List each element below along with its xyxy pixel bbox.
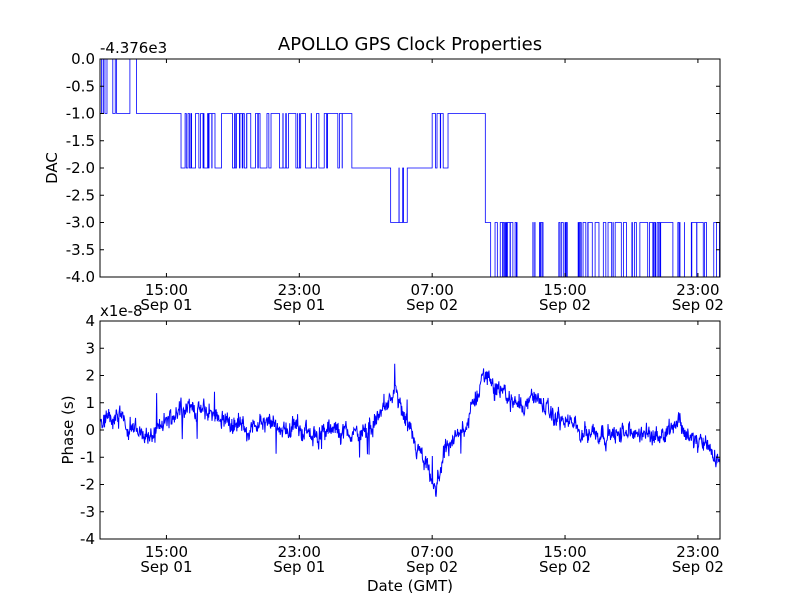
phase-xtick-time: 23:00 [278,543,321,561]
phase-ytick-label: 4 [85,312,95,330]
phase-ytick-label: 3 [85,339,95,357]
phase-ytick-label: -4 [80,530,95,548]
phase-ytick-label: 2 [85,367,95,385]
dac-xtick-date: Sep 02 [672,296,724,314]
phase-xtick-time: 07:00 [411,543,454,561]
phase-ytick-label: 0 [85,421,95,439]
dac-panel: -4.376e3 0.0 -0.5 -1.0 -1.5 -2.0 -2.5 -3.0 -3.5… [43,39,724,314]
phase-ytick-label: -1 [80,448,95,466]
dac-ytick-label: 0.0 [71,50,95,68]
dac-plot-area: 0.0 -0.5 -1.0 -1.5 -2.0 -2.5 -3.0 -3.5 -4.0 15:00… [66,50,724,314]
phase-xtick-time: 15:00 [543,543,586,561]
phase-xtick-date: Sep 02 [672,558,724,576]
dac-xtick-time: 23:00 [278,281,321,299]
dac-ytick-label: -0.5 [66,77,95,95]
phase-ytick-label: 1 [85,394,95,412]
phase-offset-label: x1e-8 [100,302,143,320]
x-axis-label: Date (GMT) [367,577,453,595]
dac-ytick-label: -3.0 [66,214,95,232]
dac-ytick-label: -1.5 [66,132,95,150]
dac-ytick-label: -4.0 [66,268,95,286]
dac-xtick-date: Sep 01 [273,296,325,314]
dac-ytick-label: -2.5 [66,186,95,204]
dac-ytick-label: -3.5 [66,241,95,259]
phase-xtick-time: 15:00 [145,543,188,561]
dac-xtick-time: 15:00 [543,281,586,299]
phase-ytick-label: -2 [80,476,95,494]
dac-xtick-date: Sep 02 [539,296,591,314]
phase-ytick-label: -3 [80,503,95,521]
dac-ytick-label: -1.0 [66,105,95,123]
dac-ytick-label: -2.0 [66,159,95,177]
dac-xtick-date: Sep 02 [406,296,458,314]
dac-series-line [100,58,720,278]
dac-xtick-time: 07:00 [411,281,454,299]
dac-xtick-time: 15:00 [145,281,188,299]
phase-xtick-date: Sep 01 [140,558,192,576]
phase-xtick-date: Sep 02 [539,558,591,576]
phase-series-line [99,363,721,497]
phase-xtick-date: Sep 01 [273,558,325,576]
phase-xtick-time: 23:00 [676,543,719,561]
dac-xtick-time: 23:00 [676,281,719,299]
phase-xtick-date: Sep 02 [406,558,458,576]
dac-xtick-date: Sep 01 [140,296,192,314]
dac-axis-label: DAC [43,152,61,184]
dac-offset-label: -4.376e3 [100,39,167,57]
figure-title: APOLLO GPS Clock Properties [278,34,542,55]
phase-frame [99,320,721,540]
phase-axis-label: Phase (s) [59,395,77,464]
